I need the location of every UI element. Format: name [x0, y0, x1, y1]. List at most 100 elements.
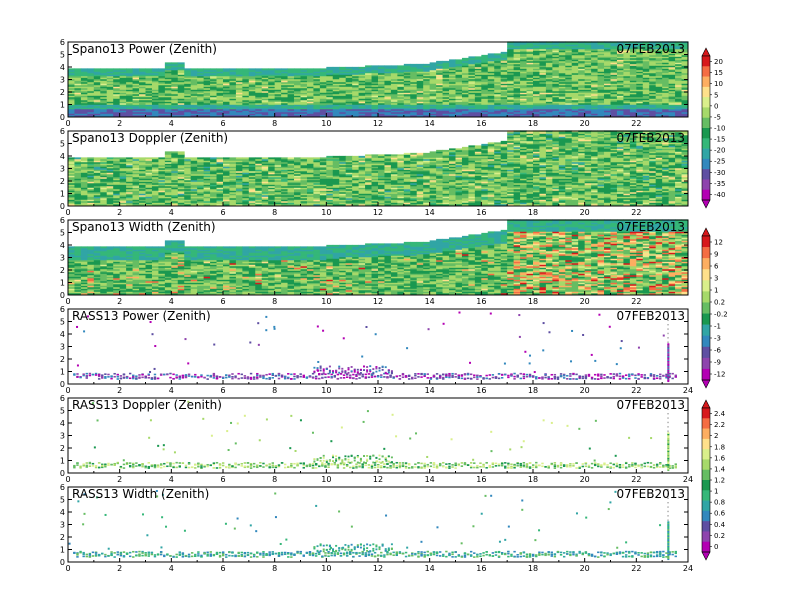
- y-tick-label: 5: [60, 51, 65, 60]
- heat-cell: [268, 157, 275, 159]
- heat-cell: [262, 68, 269, 70]
- heat-cell: [294, 157, 301, 159]
- x-tick-label: 16: [476, 119, 486, 128]
- heat-cell: [107, 68, 114, 70]
- heat-cell: [165, 62, 172, 64]
- heat-cell: [197, 68, 204, 70]
- heat-cell: [249, 157, 256, 159]
- y-tick-label: 3: [60, 76, 65, 85]
- heat-cell: [294, 68, 301, 70]
- heat-cell: [410, 64, 417, 66]
- heat-cell: [204, 157, 211, 159]
- x-tick-label: 22: [631, 119, 641, 128]
- y-tick-label: 1: [60, 101, 65, 110]
- heat-cell: [158, 157, 165, 159]
- heat-cell: [126, 68, 133, 70]
- heat-cell: [236, 68, 243, 70]
- heat-cell: [255, 68, 262, 70]
- heat-cell: [107, 157, 114, 159]
- heat-cell: [333, 67, 340, 69]
- heat-cell: [87, 68, 94, 70]
- heat-cell: [146, 157, 153, 159]
- heat-cell: [146, 68, 153, 70]
- heat-cell: [443, 61, 450, 63]
- heat-cell: [204, 68, 211, 70]
- heat-cell: [210, 68, 217, 70]
- y-tick-label: 2: [60, 88, 65, 97]
- heat-cell: [191, 157, 198, 159]
- heat-cell: [68, 68, 75, 70]
- heat-cell: [178, 62, 185, 64]
- heat-cell: [139, 68, 146, 70]
- heat-cell: [152, 68, 159, 70]
- panel-date: 07FEB2013: [616, 42, 685, 56]
- heat-cell: [242, 157, 249, 159]
- heat-cell: [184, 157, 191, 159]
- heat-cell: [430, 62, 437, 64]
- heat-cell: [378, 65, 385, 67]
- heat-cell: [242, 68, 249, 70]
- x-tick-label: 8: [272, 119, 277, 128]
- heat-cell: [268, 68, 275, 70]
- heat-cell: [397, 65, 404, 67]
- heat-cell: [456, 59, 463, 61]
- heat-cell: [288, 68, 295, 70]
- heat-cell: [365, 65, 372, 67]
- heat-cell: [217, 68, 224, 70]
- heat-cell: [74, 157, 81, 159]
- heat-cell: [301, 68, 308, 70]
- heat-cell: [262, 157, 269, 159]
- y-tick-label: 6: [60, 38, 65, 47]
- heat-cell: [165, 151, 172, 153]
- heat-cell: [229, 68, 236, 70]
- heat-cell: [281, 157, 288, 159]
- x-tick-label: 18: [528, 119, 538, 128]
- heat-cell: [113, 157, 120, 159]
- heat-cell: [184, 68, 191, 70]
- heat-cell: [217, 157, 224, 159]
- heat-cell: [468, 56, 475, 58]
- heat-cell: [404, 64, 411, 66]
- heat-cell: [313, 68, 320, 70]
- heat-cell: [417, 64, 424, 66]
- x-tick-label: 6: [220, 119, 225, 128]
- heat-cell: [113, 68, 120, 70]
- heat-cell: [281, 68, 288, 70]
- heat-cell: [488, 53, 495, 55]
- heat-cell: [346, 67, 353, 69]
- panel-title: Spano13 Power (Zenith): [72, 42, 217, 56]
- heat-cell: [301, 157, 308, 159]
- heat-cell: [100, 157, 107, 159]
- heat-cell: [126, 157, 133, 159]
- y-tick-label: 4: [60, 63, 65, 72]
- heat-cell: [223, 157, 230, 159]
- heat-cell: [501, 52, 508, 54]
- heat-cell: [475, 56, 482, 58]
- x-tick-label: 14: [425, 119, 435, 128]
- heat-cell: [275, 157, 282, 159]
- heat-cell: [133, 68, 140, 70]
- heat-cell: [307, 68, 314, 70]
- heat-cell: [210, 157, 217, 159]
- x-tick-label: 20: [580, 119, 590, 128]
- heat-cell: [372, 65, 379, 67]
- heat-cell: [171, 62, 178, 64]
- heat-cell: [494, 53, 501, 55]
- heat-cell: [120, 68, 127, 70]
- heat-cell: [87, 157, 94, 159]
- heat-cell: [236, 157, 243, 159]
- heat-cell: [100, 68, 107, 70]
- x-tick-label: 10: [321, 119, 331, 128]
- heat-cell: [391, 65, 398, 67]
- heat-cell: [288, 157, 295, 159]
- heat-cell: [449, 59, 456, 61]
- heat-cell: [229, 157, 236, 159]
- heat-cell: [339, 67, 346, 69]
- heat-cell: [178, 151, 185, 153]
- heat-cell: [481, 55, 488, 57]
- x-tick-label: 0: [65, 119, 70, 128]
- heat-cell: [462, 58, 469, 60]
